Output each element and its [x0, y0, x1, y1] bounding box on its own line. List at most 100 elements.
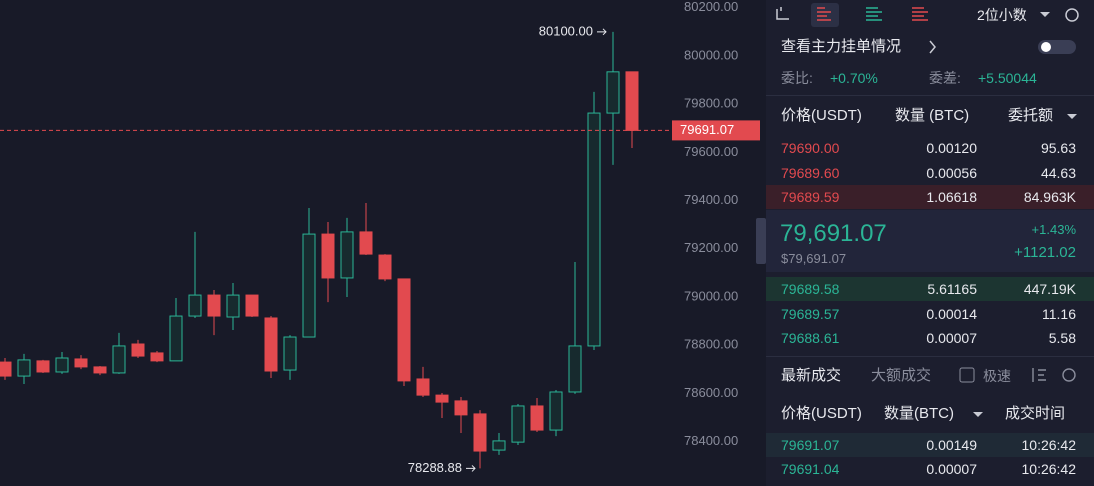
y-tick-label: 78600.00 — [684, 385, 738, 400]
candle-body — [207, 294, 221, 317]
candle-body — [511, 405, 525, 443]
trade-qty: 0.00149 — [926, 437, 977, 453]
ratio: +0.70% — [830, 70, 878, 86]
tab[interactable]: 大额成交 — [871, 367, 932, 384]
arrow — [466, 465, 476, 472]
y-tick-label: 79800.00 — [684, 96, 738, 111]
ob-header: 数量 (BTC) — [895, 107, 970, 124]
y-tick-label: 80000.00 — [684, 47, 738, 62]
whale-link[interactable]: 查看主力挂单情况 — [781, 38, 902, 55]
candle-body — [473, 413, 487, 452]
price: 79689.59 — [781, 189, 840, 205]
price: 79688.61 — [781, 330, 840, 346]
candle-body — [321, 233, 335, 279]
last-price-label: 79691.07 — [680, 122, 734, 137]
candle-body — [587, 112, 601, 347]
candle-body — [397, 278, 411, 382]
ob-header[interactable]: 委托额 — [1008, 107, 1054, 124]
quantity: 1.06618 — [926, 189, 977, 205]
trade-price: 79691.04 — [781, 461, 840, 477]
price: 79689.57 — [781, 305, 840, 322]
amount: 5.58 — [1048, 330, 1076, 346]
dropdown — [973, 412, 983, 417]
tr-header[interactable]: 数量(BTC) — [884, 405, 954, 422]
quantity: 0.00007 — [926, 330, 977, 346]
candle-body — [454, 400, 468, 416]
candle-body — [492, 440, 506, 451]
tab-active[interactable]: 最新成交 — [781, 367, 842, 384]
change: +1121.02 — [1014, 244, 1076, 261]
ob-header: 价格(USDT) — [781, 107, 862, 124]
candle-body — [283, 336, 297, 371]
low-label: 78288.88 — [408, 460, 462, 475]
last-price-tag — [672, 120, 760, 141]
candle-body — [150, 352, 164, 362]
toolbar-icons — [776, 3, 1079, 27]
y-tick-label: 78800.00 — [684, 337, 738, 352]
amount: 95.63 — [1040, 140, 1076, 156]
candle-body — [131, 343, 145, 357]
amount: 447.19K — [1023, 281, 1076, 297]
candle-body — [188, 294, 202, 317]
y-tick-label: 79400.00 — [684, 192, 738, 207]
depth-bar — [766, 433, 1094, 457]
candle-body — [36, 360, 50, 373]
quantity: 0.00014 — [926, 305, 977, 322]
amount: 84.963K — [1023, 189, 1076, 205]
y-tick-label: 79600.00 — [684, 144, 738, 159]
depth-bar — [766, 457, 1094, 481]
candle-body — [530, 405, 544, 431]
candle-body — [302, 233, 316, 338]
candle-body — [606, 71, 620, 114]
change-pct: +1.43% — [1031, 222, 1076, 237]
trade-time: 10:26:42 — [1021, 437, 1077, 453]
trade-icons — [959, 367, 1076, 383]
whale-icons — [929, 40, 1076, 54]
ratio-label: 委比: — [781, 70, 813, 86]
y-tick-label: 80200.00 — [684, 0, 738, 14]
panel-handle[interactable] — [756, 218, 766, 264]
candle-body — [169, 315, 183, 362]
trade-qty: 0.00007 — [926, 461, 977, 477]
candle-body — [549, 391, 563, 431]
amount: 11.16 — [1042, 305, 1076, 322]
fast-label[interactable]: 极速 — [983, 368, 1011, 384]
candle-body — [226, 294, 240, 318]
candle-body — [17, 359, 31, 377]
candle-body — [416, 378, 430, 396]
y-tick-label: 79200.00 — [684, 240, 738, 255]
trade-time: 10:26:42 — [1021, 461, 1077, 477]
last-price: 79,691.07 — [780, 220, 887, 247]
y-tick-label: 78400.00 — [684, 433, 738, 448]
candle-body — [74, 358, 88, 368]
candle-body — [245, 294, 259, 317]
y-tick-label: 79000.00 — [684, 288, 738, 303]
mid-box — [766, 210, 1094, 272]
chart-bg — [0, 0, 766, 486]
candle-body — [264, 317, 278, 372]
candle-body — [112, 345, 126, 374]
last-price-usd: $79,691.07 — [781, 251, 847, 266]
candle-body — [55, 357, 69, 373]
arrow — [597, 28, 607, 36]
candle-body — [568, 345, 582, 393]
candle-body — [359, 231, 373, 255]
candle-body — [625, 71, 639, 131]
price: 79689.60 — [781, 164, 840, 181]
tr-header: 成交时间 — [1005, 405, 1066, 422]
diff-label: 委差: — [929, 70, 961, 86]
quantity: 0.00056 — [926, 164, 977, 181]
chart: 80200.00 80000.00 79800.00 79600.00 79400.00… — [0, 0, 766, 486]
amount: 44.63 — [1040, 164, 1076, 181]
price: 79690.00 — [781, 140, 840, 156]
candle-body — [435, 394, 449, 403]
order-panel: 2位小数 查看主力挂单情况 委比: +0.70% 委差: +5.50044 价格… — [766, 0, 1094, 486]
dropdown — [1067, 114, 1077, 119]
price: 79689.58 — [781, 281, 840, 297]
candle-body — [93, 366, 107, 374]
candle-body — [378, 254, 392, 280]
decimals-select[interactable]: 2位小数 — [977, 7, 1027, 23]
quantity: 5.61165 — [927, 281, 977, 297]
diff: +5.50044 — [978, 70, 1037, 86]
